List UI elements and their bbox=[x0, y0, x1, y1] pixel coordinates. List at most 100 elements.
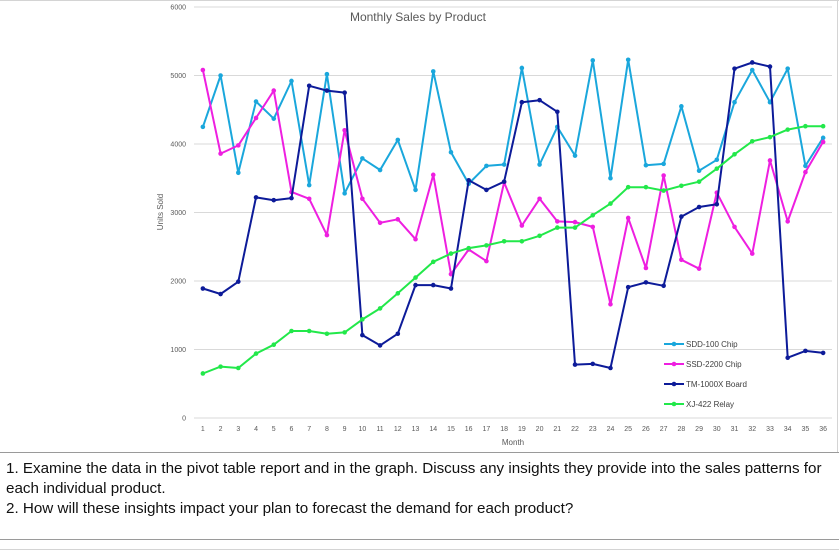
x-tick-label: 34 bbox=[784, 426, 792, 433]
data-point bbox=[306, 196, 312, 202]
data-point bbox=[679, 257, 684, 263]
x-tick-label: 5 bbox=[272, 426, 276, 433]
legend-swatch-marker bbox=[671, 361, 677, 367]
series-xj-422-relay bbox=[200, 123, 826, 376]
legend: SDD-100 Chip SSD-2200 Chip TM-1000X Board X… bbox=[664, 340, 747, 409]
data-point bbox=[484, 258, 489, 264]
data-point bbox=[395, 291, 401, 296]
data-point bbox=[625, 57, 631, 63]
x-tick-label: 1 bbox=[201, 426, 205, 433]
data-point bbox=[236, 365, 241, 371]
legend-swatch-marker bbox=[671, 401, 677, 407]
x-axis-title: Month bbox=[502, 438, 524, 447]
data-point bbox=[289, 328, 294, 334]
data-point bbox=[767, 158, 773, 163]
y-tick-label: 5000 bbox=[170, 73, 186, 80]
data-point bbox=[679, 183, 684, 189]
data-point bbox=[395, 217, 401, 222]
data-point bbox=[200, 286, 206, 291]
data-point bbox=[820, 123, 826, 129]
data-point bbox=[413, 187, 418, 193]
data-point bbox=[785, 127, 790, 132]
data-point bbox=[785, 219, 790, 224]
data-point bbox=[537, 162, 542, 167]
data-point bbox=[696, 204, 702, 210]
data-point bbox=[430, 69, 436, 74]
data-point bbox=[466, 245, 471, 251]
question-1: 1. Examine the data in the pivot table r… bbox=[6, 460, 822, 497]
data-point bbox=[749, 60, 755, 65]
data-point bbox=[324, 71, 330, 77]
data-point bbox=[253, 115, 259, 121]
data-point bbox=[803, 169, 808, 175]
x-tick-label: 25 bbox=[624, 426, 632, 433]
x-tick-label: 6 bbox=[290, 426, 294, 433]
data-point bbox=[271, 197, 277, 203]
data-point bbox=[360, 317, 365, 322]
data-point bbox=[395, 137, 401, 143]
data-point bbox=[200, 371, 206, 376]
data-point bbox=[430, 172, 436, 178]
data-point bbox=[555, 225, 560, 230]
data-point bbox=[679, 104, 684, 109]
y-axis-title: Units Sold bbox=[156, 194, 165, 230]
data-point bbox=[289, 195, 294, 201]
data-point bbox=[820, 135, 826, 141]
x-tick-label: 28 bbox=[677, 426, 685, 433]
data-point bbox=[625, 284, 631, 290]
data-point bbox=[732, 99, 737, 105]
series-line-sdd-100-chip bbox=[201, 58, 824, 195]
data-point bbox=[820, 139, 826, 145]
data-point bbox=[679, 214, 684, 219]
data-point bbox=[324, 331, 330, 337]
x-tick-label: 36 bbox=[819, 426, 827, 433]
data-point bbox=[342, 330, 347, 335]
y-tick-label: 3000 bbox=[170, 210, 186, 217]
data-point bbox=[608, 175, 613, 181]
data-point bbox=[377, 343, 383, 348]
legend-swatch-marker bbox=[671, 341, 677, 347]
y-tick-labels: 0 1000 2000 3000 4000 5000 6000 bbox=[170, 5, 186, 423]
x-tick-label: 29 bbox=[695, 426, 703, 433]
question-2: 2. How will these insights impact your p… bbox=[6, 500, 574, 517]
data-point bbox=[360, 156, 365, 161]
data-point bbox=[306, 182, 312, 188]
x-tick-label: 17 bbox=[483, 426, 491, 433]
x-tick-label: 10 bbox=[358, 426, 366, 433]
x-tick-label: 8 bbox=[325, 426, 329, 433]
data-point bbox=[271, 88, 277, 93]
data-point bbox=[590, 58, 596, 63]
data-point bbox=[803, 348, 808, 354]
series-line-xj-422-relay bbox=[202, 125, 824, 375]
data-point bbox=[785, 66, 790, 71]
data-point bbox=[608, 201, 613, 206]
data-point bbox=[643, 265, 649, 271]
data-point bbox=[236, 170, 241, 176]
data-point bbox=[661, 161, 666, 167]
data-point bbox=[324, 232, 330, 238]
data-point bbox=[696, 179, 702, 184]
data-point bbox=[306, 83, 312, 89]
data-point bbox=[696, 266, 702, 271]
x-tick-label: 27 bbox=[660, 426, 668, 433]
data-point bbox=[253, 351, 259, 356]
data-point bbox=[590, 212, 596, 218]
line-chart: Monthly Sales by Product Units Sold Mont… bbox=[156, 5, 832, 447]
data-point bbox=[519, 99, 525, 105]
series-ssd-2200-chip bbox=[200, 67, 826, 307]
legend-label: XJ-422 Relay bbox=[686, 400, 734, 409]
x-tick-labels: 1 2 3 4 5 6 7 8 9 10 11 12 13 14 15 16 17 18 19 20 21 22 23 24 2… bbox=[201, 426, 827, 433]
data-point bbox=[324, 88, 330, 93]
data-point bbox=[377, 306, 383, 311]
x-tick-label: 23 bbox=[589, 426, 597, 433]
legend-swatch-marker bbox=[671, 381, 677, 387]
data-point bbox=[661, 173, 666, 178]
legend-label: TM-1000X Board bbox=[686, 380, 747, 389]
data-point bbox=[448, 149, 454, 155]
data-point bbox=[413, 282, 418, 288]
x-tick-label: 3 bbox=[236, 426, 240, 433]
data-point bbox=[413, 236, 418, 242]
data-point bbox=[271, 116, 277, 121]
data-point bbox=[696, 168, 702, 174]
data-point bbox=[448, 271, 454, 277]
